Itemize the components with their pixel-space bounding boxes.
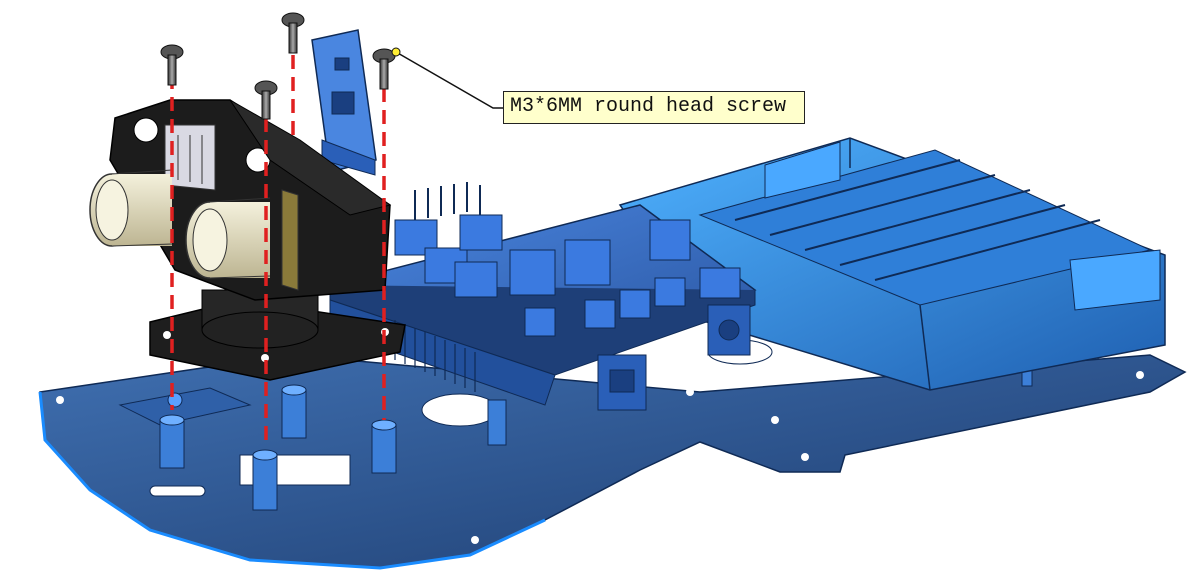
usb-port (597, 354, 647, 411)
screw (254, 80, 278, 120)
battery-holder (618, 137, 1166, 391)
standoffs (159, 369, 1033, 511)
pin-header-row (394, 214, 741, 337)
alignment-guides (170, 55, 386, 440)
screw (281, 12, 305, 54)
screw (160, 44, 184, 86)
ultrasonic-sensor (89, 124, 299, 291)
controller-board (327, 182, 757, 411)
screw-callout-label: M3*6MM round head screw (503, 91, 805, 124)
bluetooth-module (311, 29, 377, 176)
line-tracking-module (118, 387, 252, 426)
screw (372, 48, 396, 90)
callout-leader (391, 47, 503, 109)
